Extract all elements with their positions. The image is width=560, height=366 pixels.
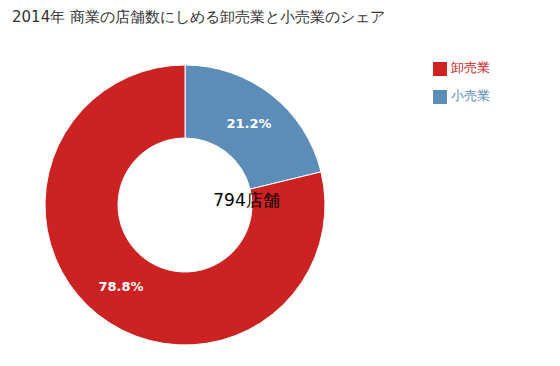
svg-text:21.2%: 21.2% — [226, 116, 271, 131]
html-text:小売業: 小売業 — [451, 88, 490, 103]
html-text:2014年 商業の店舗数にしめる卸売業と小売業のシェア: 2014年 商業の店舗数にしめる卸売業と小売業のシェア — [12, 8, 385, 26]
html-text:卸売業: 卸売業 — [451, 60, 490, 75]
svg-text:78.8%: 78.8% — [98, 279, 143, 294]
svg-text:794店舗: 794店舗 — [213, 190, 279, 210]
